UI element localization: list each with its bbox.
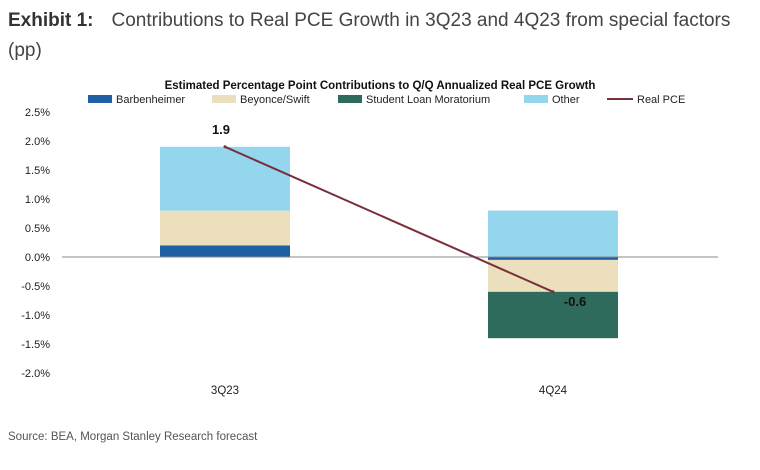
bar-barbenheimer-3q23 bbox=[160, 245, 290, 257]
real-pce-line-layer: 1.9 -0.6 bbox=[212, 122, 586, 309]
bar-other-3q23 bbox=[160, 146, 290, 211]
y-tick-label: 1.0% bbox=[25, 194, 50, 206]
real-pce-line bbox=[224, 145, 554, 293]
legend-label: Student Loan Moratorium bbox=[366, 94, 490, 106]
real-pce-point bbox=[223, 145, 227, 149]
legend-swatch-other bbox=[524, 95, 548, 103]
x-tick-label: 4Q24 bbox=[539, 385, 568, 397]
y-tick-label: 1.5% bbox=[25, 165, 50, 177]
y-tick-label: 2.5% bbox=[25, 107, 50, 119]
chart-legend: Barbenheimer Beyonce/Swift Student Loan Mo… bbox=[88, 94, 685, 106]
y-tick-label: 0.5% bbox=[25, 223, 50, 235]
real-pce-data-label: 1.9 bbox=[212, 122, 230, 137]
bar-group bbox=[160, 146, 618, 339]
y-tick-label: 0.0% bbox=[25, 252, 50, 264]
exhibit-header: Exhibit 1: Contributions to Real PCE Grow… bbox=[8, 6, 748, 66]
legend-swatch-barbenheimer bbox=[88, 95, 112, 103]
x-axis: 3Q23 4Q24 bbox=[211, 385, 568, 397]
legend-label: Beyonce/Swift bbox=[240, 94, 310, 106]
y-tick-label: 2.0% bbox=[25, 136, 50, 148]
exhibit-label: Exhibit 1: bbox=[8, 10, 94, 31]
bar-student-loan-moratorium-4q24 bbox=[488, 291, 618, 339]
y-tick-label: -2.0% bbox=[21, 368, 50, 380]
exhibit-title: Contributions to Real PCE Growth in 3Q23… bbox=[8, 10, 731, 61]
y-tick-label: -1.5% bbox=[21, 339, 50, 351]
legend-label: Real PCE bbox=[637, 94, 685, 106]
x-tick-label: 3Q23 bbox=[211, 385, 239, 397]
legend-swatch-beyonce-swift bbox=[212, 95, 236, 103]
y-tick-label: -1.0% bbox=[21, 310, 50, 322]
bar-barbenheimer-4q24 bbox=[488, 257, 618, 260]
bar-other-4q24 bbox=[488, 210, 618, 257]
y-tick-label: -0.5% bbox=[21, 281, 50, 293]
legend-swatch-student-loan-moratorium bbox=[338, 95, 362, 103]
real-pce-point bbox=[551, 290, 555, 294]
bar-beyonce-swift-4q24 bbox=[488, 259, 618, 292]
y-axis: 2.5% 2.0% 1.5% 1.0% 0.5% 0.0% -0.5% -1.0% -1.5% -… bbox=[21, 107, 50, 380]
real-pce-data-label: -0.6 bbox=[564, 294, 586, 309]
bar-beyonce-swift-3q23 bbox=[160, 210, 290, 246]
legend-label: Other bbox=[552, 94, 580, 106]
chart-title: Estimated Percentage Point Contributions… bbox=[165, 80, 596, 92]
legend-label: Barbenheimer bbox=[116, 94, 185, 106]
source-note: Source: BEA, Morgan Stanley Research for… bbox=[8, 431, 258, 443]
